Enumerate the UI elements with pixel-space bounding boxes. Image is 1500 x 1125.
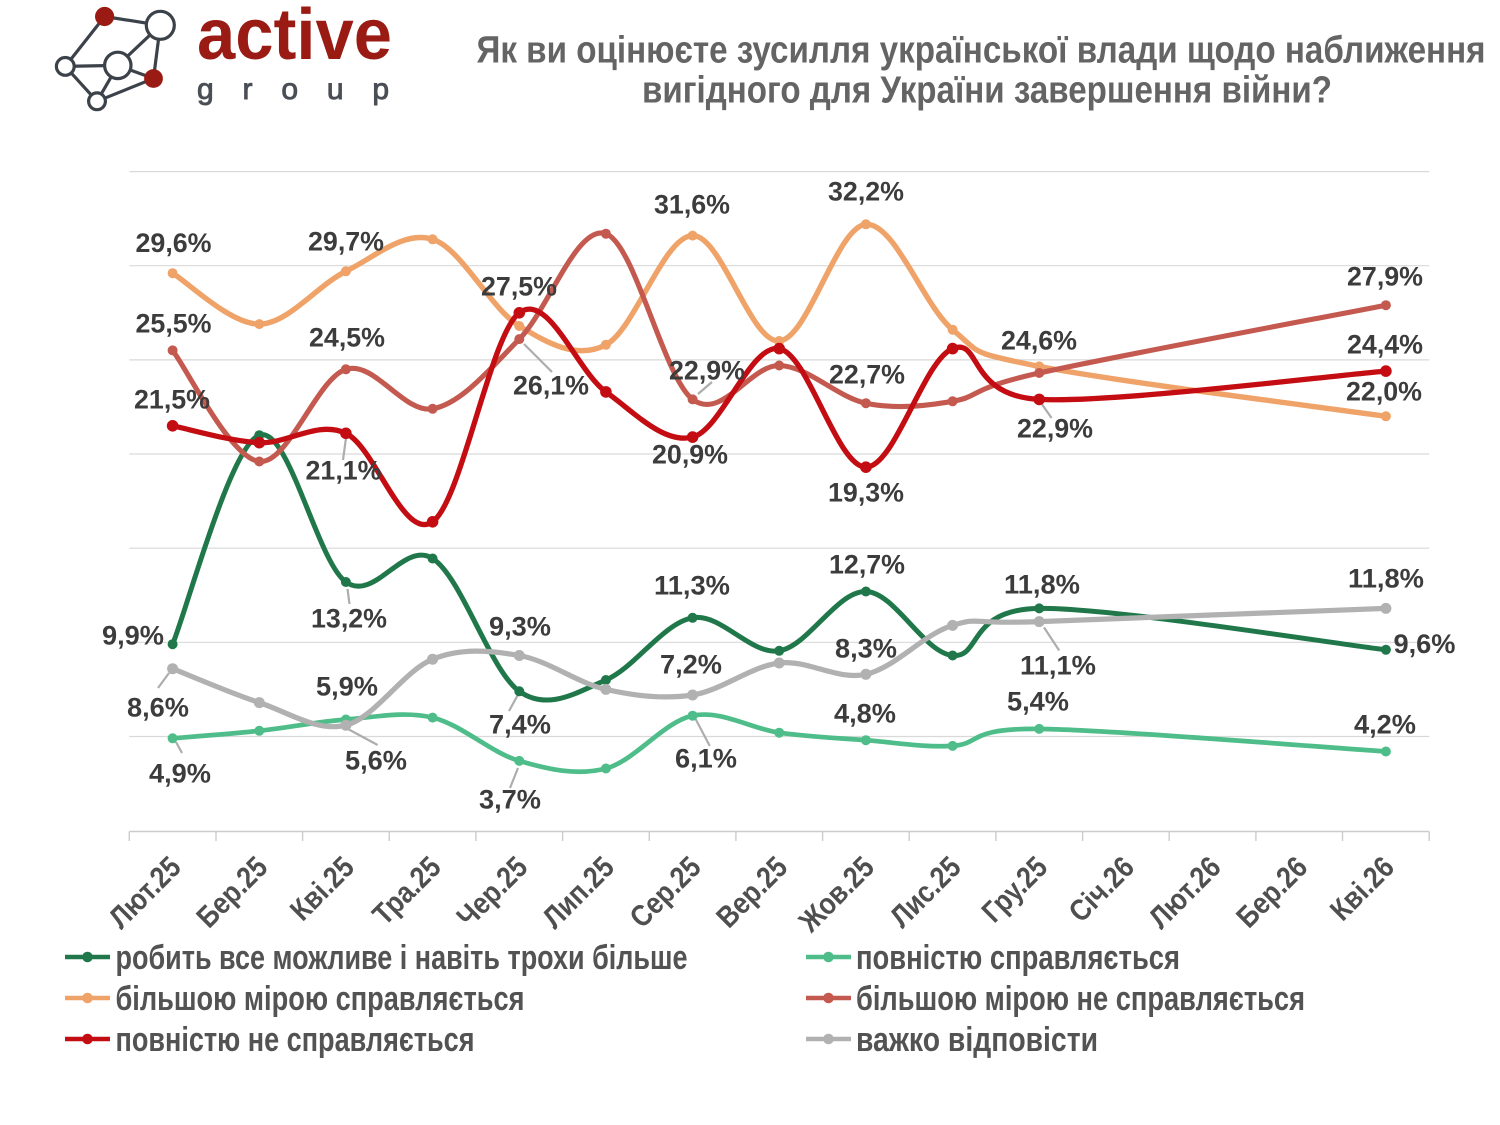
svg-text:4,9%: 4,9%: [149, 759, 211, 789]
svg-text:31,6%: 31,6%: [654, 190, 730, 220]
svg-text:11,3%: 11,3%: [654, 571, 730, 601]
svg-text:22,9%: 22,9%: [669, 356, 745, 386]
svg-text:29,7%: 29,7%: [308, 227, 384, 257]
svg-text:11,8%: 11,8%: [1004, 570, 1080, 600]
svg-text:Як ви оцінюєте зусилля українс: Як ви оцінюєте зусилля української влади…: [477, 30, 1486, 72]
svg-text:24,4%: 24,4%: [1347, 330, 1423, 360]
svg-text:21,5%: 21,5%: [134, 385, 210, 415]
svg-text:повністю справляється: повністю справляється: [856, 939, 1180, 977]
svg-text:8,3%: 8,3%: [835, 634, 897, 664]
svg-text:11,8%: 11,8%: [1348, 564, 1424, 594]
svg-text:22,7%: 22,7%: [829, 360, 905, 390]
svg-text:25,5%: 25,5%: [136, 309, 212, 339]
svg-text:вигідного для України завершен: вигідного для України завершення війни?: [642, 69, 1332, 111]
svg-text:8,6%: 8,6%: [127, 693, 189, 723]
svg-text:22,9%: 22,9%: [1017, 414, 1093, 444]
svg-text:32,2%: 32,2%: [828, 177, 904, 207]
svg-text:9,6%: 9,6%: [1394, 629, 1456, 659]
svg-text:11,1%: 11,1%: [1020, 651, 1096, 681]
svg-text:3,7%: 3,7%: [479, 785, 541, 815]
svg-text:9,9%: 9,9%: [102, 621, 164, 651]
svg-text:26,1%: 26,1%: [513, 371, 589, 401]
svg-text:27,5%: 27,5%: [481, 272, 557, 302]
svg-text:4,2%: 4,2%: [1354, 710, 1416, 740]
svg-text:5,4%: 5,4%: [1007, 687, 1069, 717]
svg-text:20,9%: 20,9%: [652, 440, 728, 470]
svg-text:13,2%: 13,2%: [311, 604, 387, 634]
svg-text:5,6%: 5,6%: [345, 746, 407, 776]
svg-text:4,8%: 4,8%: [834, 699, 896, 729]
svg-text:19,3%: 19,3%: [828, 478, 904, 508]
svg-text:27,9%: 27,9%: [1347, 262, 1423, 292]
svg-text:більшою мірою справляється: більшою мірою справляється: [116, 980, 525, 1018]
svg-text:повністю не справляється: повністю не справляється: [116, 1021, 475, 1059]
svg-text:5,9%: 5,9%: [316, 672, 378, 702]
svg-text:22,0%: 22,0%: [1346, 377, 1422, 407]
svg-text:7,2%: 7,2%: [660, 650, 722, 680]
svg-text:active: active: [197, 0, 392, 75]
svg-text:29,6%: 29,6%: [136, 228, 212, 258]
svg-text:робить все можливе і навіть тр: робить все можливе і навіть трохи більше: [116, 939, 688, 977]
svg-text:24,6%: 24,6%: [1001, 326, 1077, 356]
svg-text:12,7%: 12,7%: [829, 550, 905, 580]
svg-text:важко відповісти: важко відповісти: [856, 1021, 1098, 1059]
svg-text:7,4%: 7,4%: [489, 710, 551, 740]
svg-text:6,1%: 6,1%: [675, 744, 737, 774]
svg-text:9,3%: 9,3%: [489, 612, 551, 642]
svg-text:24,5%: 24,5%: [309, 323, 385, 353]
svg-text:21,1%: 21,1%: [306, 456, 382, 486]
svg-text:більшою мірою не справляється: більшою мірою не справляється: [856, 980, 1305, 1018]
